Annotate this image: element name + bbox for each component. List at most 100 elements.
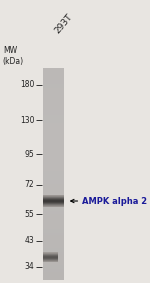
Bar [43,80,64,81]
Text: 55: 55 [24,210,34,218]
Bar [43,272,64,273]
Bar [43,174,64,175]
Bar [43,78,64,79]
Bar [43,234,64,235]
Bar [43,212,64,213]
Bar [43,259,64,260]
Bar [43,118,64,119]
Bar [43,124,64,125]
Text: 130: 130 [20,116,34,125]
Bar [43,193,64,194]
Text: 95: 95 [24,150,34,159]
Text: MW
(kDa): MW (kDa) [3,46,24,66]
Bar [43,236,64,237]
Bar [43,207,64,208]
Text: 72: 72 [25,180,34,189]
Bar [43,199,64,200]
Bar [43,89,64,90]
Bar [43,262,64,263]
Bar [43,221,64,222]
Bar [43,164,64,165]
Bar [43,206,64,207]
Bar [43,235,64,236]
Bar [43,275,64,276]
Bar [43,93,64,94]
Bar [43,152,64,153]
Bar [43,242,64,243]
Bar [43,136,64,137]
Bar [43,238,64,239]
Bar [43,214,64,215]
Bar [43,97,64,98]
Bar [43,231,64,232]
Bar [43,205,64,206]
Bar [43,204,64,205]
Bar [43,177,64,178]
Bar [43,85,64,86]
Bar [43,175,64,176]
Bar [43,263,64,264]
Bar [43,233,64,234]
Bar [43,111,64,112]
Bar [43,166,64,167]
Bar [43,94,64,95]
Bar [43,156,64,157]
Bar [43,239,64,240]
Bar [43,251,64,252]
Text: 293T: 293T [53,12,74,35]
Bar [43,114,64,115]
Bar [43,99,64,100]
Bar [43,226,64,227]
Bar [43,249,64,250]
Bar [43,139,64,140]
Bar [43,223,64,224]
Bar [43,254,64,255]
Bar [43,240,64,241]
Bar [43,86,64,87]
Bar [43,123,64,124]
Bar [43,83,64,84]
Bar [43,82,64,83]
Bar [43,170,64,171]
Text: 180: 180 [20,80,34,89]
Bar [43,68,64,69]
Bar [43,203,64,204]
Bar [43,160,64,161]
Bar [43,201,64,202]
Bar [43,119,64,120]
Bar [43,101,64,102]
Bar [43,74,64,75]
Bar [43,95,64,96]
Bar [43,121,64,122]
Text: 43: 43 [24,236,34,245]
Bar [43,216,64,217]
Bar [43,220,64,221]
Bar [43,191,64,192]
Bar [43,189,64,190]
Bar [43,227,64,228]
Bar [43,173,64,174]
Bar [43,188,64,189]
Bar [43,133,64,134]
Bar [43,194,64,195]
Bar [43,276,64,277]
Bar [43,143,64,144]
Bar [43,248,64,249]
Bar [43,279,64,280]
Bar [43,75,64,76]
Bar [43,165,64,166]
Text: AMPK alpha 2: AMPK alpha 2 [82,196,148,205]
Bar [43,131,64,132]
Bar [43,171,64,172]
Bar [43,103,64,104]
Bar [43,84,64,85]
Bar [43,169,64,170]
Bar [43,273,64,274]
Bar [43,252,64,253]
Bar [43,225,64,226]
Bar [43,69,64,70]
Bar [43,172,64,173]
Bar [43,257,64,258]
Bar [43,115,64,116]
Bar [43,245,64,246]
